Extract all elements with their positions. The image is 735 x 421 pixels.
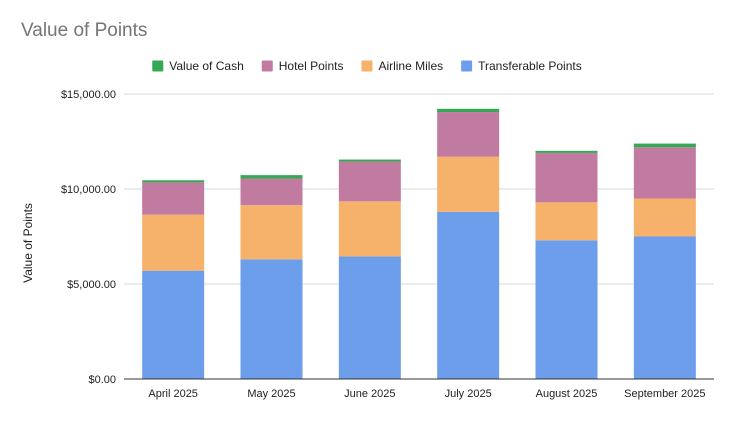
- bar-hotel-points: [633, 147, 696, 199]
- bar-value-of-cash: [633, 143, 696, 148]
- y-tick-label: $15,000.00: [61, 89, 116, 101]
- x-tick-label: September 2025: [624, 388, 705, 400]
- bar-transferable-points: [338, 256, 401, 379]
- y-tick-label: $0.00: [88, 374, 116, 386]
- legend-label-transferable-points: Transferable Points: [478, 59, 582, 73]
- x-tick-label: August 2025: [536, 388, 598, 400]
- bar-airline-miles: [535, 202, 598, 241]
- bar-value-of-cash: [338, 159, 401, 162]
- bar-airline-miles: [437, 156, 500, 212]
- bar-airline-miles: [142, 214, 205, 271]
- bar-hotel-points: [240, 178, 303, 206]
- bar-airline-miles: [240, 205, 303, 260]
- legend-swatch-hotel-points: [261, 60, 273, 72]
- bar-transferable-points: [142, 270, 205, 379]
- x-tick-label: July 2025: [445, 388, 492, 400]
- y-axis-title: Value of Points: [21, 203, 35, 283]
- gridlines: [124, 93, 714, 285]
- legend-label-hotel-points: Hotel Points: [279, 59, 344, 73]
- x-tick-label: June 2025: [344, 388, 395, 400]
- bar-airline-miles: [633, 198, 696, 237]
- y-tick-label: $10,000.00: [61, 184, 116, 196]
- bar-hotel-points: [142, 182, 205, 215]
- legend-swatch-value-of-cash: [152, 60, 164, 72]
- bar-value-of-cash: [240, 175, 303, 179]
- bar-hotel-points: [535, 152, 598, 203]
- bar-value-of-cash: [535, 150, 598, 153]
- bar-transferable-points: [535, 240, 598, 379]
- legend-swatch-transferable-points: [461, 60, 473, 72]
- legend-label-value-of-cash: Value of Cash: [169, 59, 244, 73]
- bar-transferable-points: [633, 236, 696, 379]
- y-tick-label: $5,000.00: [67, 279, 116, 291]
- bar-transferable-points: [240, 259, 303, 379]
- bars: [142, 108, 696, 379]
- bar-hotel-points: [437, 112, 500, 157]
- x-tick-label: May 2025: [247, 388, 295, 400]
- legend: Value of Cash Hotel Points Airline Miles Tr…: [152, 59, 582, 73]
- x-tick-label: April 2025: [148, 388, 198, 400]
- chart-title: Value of Points: [21, 20, 148, 41]
- bar-transferable-points: [437, 211, 500, 379]
- legend-swatch-airline-miles: [361, 60, 373, 72]
- bar-value-of-cash: [142, 180, 205, 183]
- bar-value-of-cash: [437, 108, 500, 113]
- axes: $0.00 $5,000.00 $10,000.00 $15,000.00 April …: [61, 89, 714, 400]
- bar-hotel-points: [338, 161, 401, 202]
- legend-label-airline-miles: Airline Miles: [378, 59, 443, 73]
- bar-airline-miles: [338, 201, 401, 257]
